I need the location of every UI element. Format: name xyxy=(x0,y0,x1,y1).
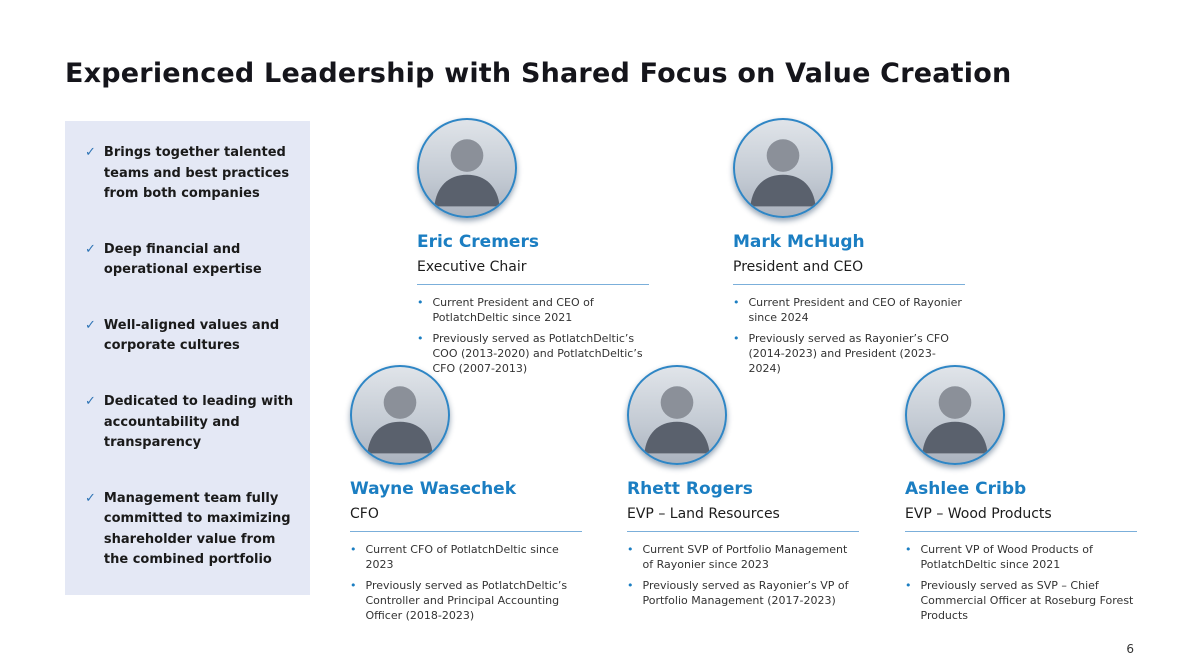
leader-role: EVP – Land Resources xyxy=(627,506,859,532)
page-number: 6 xyxy=(1126,642,1134,656)
check-icon: ✓ xyxy=(85,490,96,506)
highlight-item: ✓ Deep financial and operational experti… xyxy=(85,240,294,281)
check-icon: ✓ xyxy=(85,394,96,410)
bullet-text: Current SVP of Portfolio Management of R… xyxy=(642,543,848,571)
highlights-panel: ✓ Brings together talented teams and bes… xyxy=(65,121,310,595)
person-silhouette-icon xyxy=(367,386,433,454)
bullet-icon: • xyxy=(417,296,424,309)
bullet-text: Previously served as PotlatchDeltic’s Co… xyxy=(365,579,568,622)
bullet-text: Current CFO of PotlatchDeltic since 2023 xyxy=(365,543,559,571)
bullet-icon: • xyxy=(905,543,912,556)
leader-bullet: • Previously served as Rayonier’s CFO (2… xyxy=(733,332,965,376)
bullet-text: Current VP of Wood Products of PotlatchD… xyxy=(920,543,1093,571)
leader-bullets: • Current SVP of Portfolio Management of… xyxy=(627,543,859,609)
highlight-text: Deep financial and operational expertise xyxy=(103,241,262,278)
check-icon: ✓ xyxy=(85,317,96,333)
bullet-text: Current President and CEO of PotlatchDel… xyxy=(432,296,594,324)
leader-bullets: • Current President and CEO of PotlatchD… xyxy=(417,296,649,376)
bullet-icon: • xyxy=(627,579,634,593)
bullet-icon: • xyxy=(905,579,912,593)
bullet-text: Previously served as Rayonier’s VP of Po… xyxy=(642,579,849,607)
check-icon: ✓ xyxy=(85,241,96,257)
check-icon: ✓ xyxy=(85,145,96,160)
leader-bullet: • Current President and CEO of PotlatchD… xyxy=(417,296,649,325)
highlight-item: ✓ Management team fully committed to max… xyxy=(85,489,294,571)
leader-bullet: • Current SVP of Portfolio Management of… xyxy=(627,543,859,572)
person-silhouette-icon xyxy=(644,386,710,454)
leader-bullet: • Current CFO of PotlatchDeltic since 20… xyxy=(350,543,582,572)
leader-photo xyxy=(627,365,727,465)
slide-title: Experienced Leadership with Shared Focus… xyxy=(65,58,1012,90)
leader-card: Eric Cremers Executive Chair • Current P… xyxy=(417,118,649,376)
leader-bullet: • Current VP of Wood Products of Potlatc… xyxy=(905,543,1137,572)
leader-role: President and CEO xyxy=(733,259,965,285)
leader-name: Ashlee Cribb xyxy=(905,479,1027,499)
leader-photo xyxy=(733,118,833,218)
leader-bullet: • Current President and CEO of Rayonier … xyxy=(733,296,965,325)
leader-card: Mark McHugh President and CEO • Current … xyxy=(733,118,965,376)
leader-name: Wayne Wasechek xyxy=(350,479,517,499)
bullet-icon: • xyxy=(350,543,357,556)
leader-photo xyxy=(417,118,517,218)
bullet-icon: • xyxy=(733,332,740,346)
leader-role: CFO xyxy=(350,506,582,532)
leader-photo xyxy=(350,365,450,465)
person-silhouette-icon xyxy=(922,386,988,454)
highlight-item: ✓ Brings together talented teams and bes… xyxy=(85,143,294,205)
bullet-text: Previously served as SVP – Chief Commerc… xyxy=(920,579,1134,622)
leader-bullet: • Previously served as PotlatchDeltic’s … xyxy=(417,332,649,376)
highlight-item: ✓ Well-aligned values and corporate cult… xyxy=(85,316,294,357)
bullet-text: Current President and CEO of Rayonier si… xyxy=(748,296,962,324)
person-silhouette-icon xyxy=(750,139,816,207)
highlight-text: Brings together talented teams and best … xyxy=(103,145,290,202)
leader-card: Rhett Rogers EVP – Land Resources • Curr… xyxy=(627,365,859,609)
bullet-icon: • xyxy=(733,296,740,309)
bullet-icon: • xyxy=(417,332,424,346)
leader-card: Ashlee Cribb EVP – Wood Products • Curre… xyxy=(905,365,1137,623)
leader-bullet: • Previously served as PotlatchDeltic’s … xyxy=(350,579,582,623)
leader-role: Executive Chair xyxy=(417,259,649,285)
leader-name: Rhett Rogers xyxy=(627,479,753,499)
leader-name: Mark McHugh xyxy=(733,232,865,252)
highlight-text: Well-aligned values and corporate cultur… xyxy=(103,317,280,354)
leader-role: EVP – Wood Products xyxy=(905,506,1137,532)
leader-bullet: • Previously served as SVP – Chief Comme… xyxy=(905,579,1137,623)
leader-bullets: • Current VP of Wood Products of Potlatc… xyxy=(905,543,1137,623)
leader-bullets: • Current CFO of PotlatchDeltic since 20… xyxy=(350,543,582,623)
leader-name: Eric Cremers xyxy=(417,232,539,252)
bullet-icon: • xyxy=(627,543,634,556)
leader-card: Wayne Wasechek CFO • Current CFO of Potl… xyxy=(350,365,582,623)
highlight-text: Dedicated to leading with accountability… xyxy=(103,394,294,451)
bullet-text: Previously served as PotlatchDeltic’s CO… xyxy=(432,332,643,375)
highlight-item: ✓ Dedicated to leading with accountabili… xyxy=(85,392,294,454)
bullet-text: Previously served as Rayonier’s CFO (201… xyxy=(748,332,949,375)
leader-bullets: • Current President and CEO of Rayonier … xyxy=(733,296,965,376)
leader-photo xyxy=(905,365,1005,465)
person-silhouette-icon xyxy=(434,139,500,207)
highlight-text: Management team fully committed to maxim… xyxy=(103,490,291,568)
bullet-icon: • xyxy=(350,579,357,593)
leader-bullet: • Previously served as Rayonier’s VP of … xyxy=(627,579,859,608)
